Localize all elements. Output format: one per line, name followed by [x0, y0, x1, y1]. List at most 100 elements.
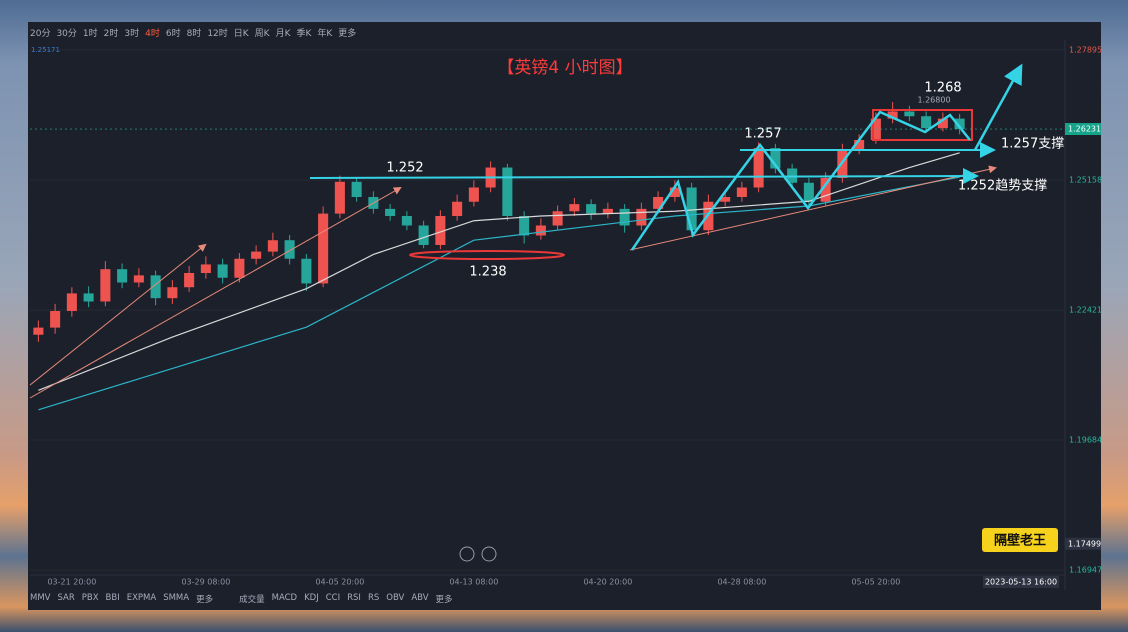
y-tick-label: 1.16947 — [1069, 566, 1102, 575]
candle-body — [418, 225, 429, 245]
indicator-button[interactable]: KDJ — [304, 593, 319, 603]
candle-body — [552, 211, 563, 226]
period-button[interactable]: 周K — [254, 29, 270, 39]
indicator-button[interactable]: SMMA — [163, 593, 190, 603]
trend-arrow — [29, 187, 402, 399]
period-button[interactable]: 12时 — [207, 29, 228, 39]
corner-price-label: 1.25171 — [31, 46, 60, 54]
period-button[interactable]: 更多 — [338, 29, 357, 39]
last-price-bg — [1065, 123, 1101, 136]
prev-button[interactable] — [459, 546, 475, 562]
indicator-group: 成交量 MACD KDJ CCI RSI RS OBV ABV 更多 — [239, 593, 452, 605]
indicator-button[interactable]: ABV — [411, 593, 429, 603]
period-button[interactable]: 1时 — [82, 29, 98, 39]
candle-body — [937, 118, 948, 129]
candle-body — [301, 258, 312, 284]
low-ellipse — [409, 250, 565, 260]
candle-body — [921, 116, 932, 129]
indicator-button[interactable]: 更多 — [196, 595, 214, 605]
indicator-button[interactable]: BBI — [105, 593, 120, 603]
period-button[interactable]: 30分 — [56, 29, 77, 39]
candle-body — [770, 148, 781, 169]
annotation: 1.257支撑 — [1001, 137, 1064, 152]
period-button[interactable]: 6时 — [165, 29, 181, 39]
candle-body — [753, 148, 764, 188]
candle-body — [686, 187, 697, 231]
indicator-bar: MMV SAR PBX BBI EXPMA SMMA 更多 成交量 MACD KDJ CCI RSI R… — [30, 593, 453, 605]
candle-body — [669, 187, 680, 197]
indicator-button[interactable]: OBV — [386, 593, 405, 603]
indicator-button[interactable]: RS — [367, 593, 380, 603]
candle-body — [217, 264, 228, 278]
trend-arrow — [29, 243, 207, 386]
candle-body — [318, 213, 329, 284]
crosshair-time-bg — [983, 576, 1059, 588]
annotation: 1.26800 — [917, 96, 950, 105]
indicator-button[interactable]: MACD — [271, 593, 298, 603]
indicator-button[interactable]: PBX — [81, 593, 99, 603]
candle-body — [887, 111, 898, 119]
candle-body — [535, 225, 546, 236]
candle-body — [602, 208, 613, 214]
period-button[interactable]: 3时 — [124, 29, 140, 39]
candle-body — [452, 201, 463, 216]
projection-arrow — [973, 63, 1023, 151]
period-button[interactable]: 4时 — [145, 29, 160, 39]
candle-body — [401, 215, 412, 226]
period-button[interactable]: 日K — [233, 29, 249, 39]
candle-body — [200, 264, 211, 273]
period-button[interactable]: 2时 — [103, 29, 119, 39]
candle-body — [385, 208, 396, 216]
period-toolbar: 20分 30分 1时 2时 3时 4时 6时 8时 12时 日K 周K 月K 季K 年K 更多 — [30, 26, 356, 39]
candle-body — [653, 196, 664, 209]
crosshair-price-bg — [1065, 537, 1101, 550]
x-tick-label: 04-05 20:00 — [315, 578, 364, 587]
candle-body — [184, 272, 195, 288]
period-button[interactable]: 8时 — [186, 29, 202, 39]
candle-body — [133, 275, 144, 283]
annotation: 1.257 — [744, 127, 781, 142]
next-button[interactable] — [481, 546, 497, 562]
period-button[interactable]: 20分 — [30, 29, 51, 39]
indicator-button[interactable]: MMV — [30, 593, 51, 603]
moving-average — [38, 176, 960, 411]
last-price-label: 1.26231 — [1068, 125, 1101, 134]
period-button[interactable]: 季K — [296, 29, 312, 39]
y-tick-label: 1.22421 — [1069, 305, 1102, 314]
candle-body — [150, 275, 161, 299]
x-tick-label: 03-21 20:00 — [47, 578, 96, 587]
annotation: 1.238 — [469, 265, 506, 280]
x-tick-label: 04-28 08:00 — [717, 578, 766, 587]
candle-body — [284, 240, 295, 259]
period-button[interactable]: 月K — [275, 29, 291, 39]
marks: 1.27895 1.25158 1.22421 1.19684 1.16947 03-21… — [30, 45, 1102, 587]
crosshair-time-label: 2023-05-13 16:00 — [985, 578, 1057, 587]
indicator-button[interactable]: 成交量 — [239, 595, 265, 605]
candle-body — [468, 187, 479, 202]
y-tick-label: 1.25158 — [1069, 175, 1102, 184]
candle-body — [117, 269, 128, 283]
candle-body — [720, 196, 731, 202]
y-tick-label: 1.27895 — [1069, 45, 1102, 54]
indicator-button[interactable]: EXPMA — [126, 593, 157, 603]
candle-body — [334, 181, 345, 214]
candle-body — [803, 182, 814, 202]
annotation: 1.252趋势支撑 — [958, 178, 1047, 194]
annotation: 1.268 — [924, 81, 961, 96]
candle-body — [234, 258, 245, 278]
candle-body — [351, 181, 362, 197]
candle-body — [820, 177, 831, 202]
indicator-button[interactable]: SAR — [57, 593, 75, 603]
candle-body — [66, 293, 77, 311]
crosshair-price-label: 1.17499 — [1068, 539, 1101, 548]
y-tick-label: 1.19684 — [1069, 435, 1102, 444]
candle-body — [954, 118, 965, 130]
indicator-button[interactable]: RSI — [347, 593, 361, 603]
range-box — [872, 109, 973, 141]
candle-body — [435, 215, 446, 245]
indicator-button[interactable]: CCI — [325, 593, 341, 603]
period-button[interactable]: 年K — [317, 29, 333, 39]
candle-body — [904, 111, 915, 117]
indicator-button[interactable]: 更多 — [435, 595, 453, 605]
